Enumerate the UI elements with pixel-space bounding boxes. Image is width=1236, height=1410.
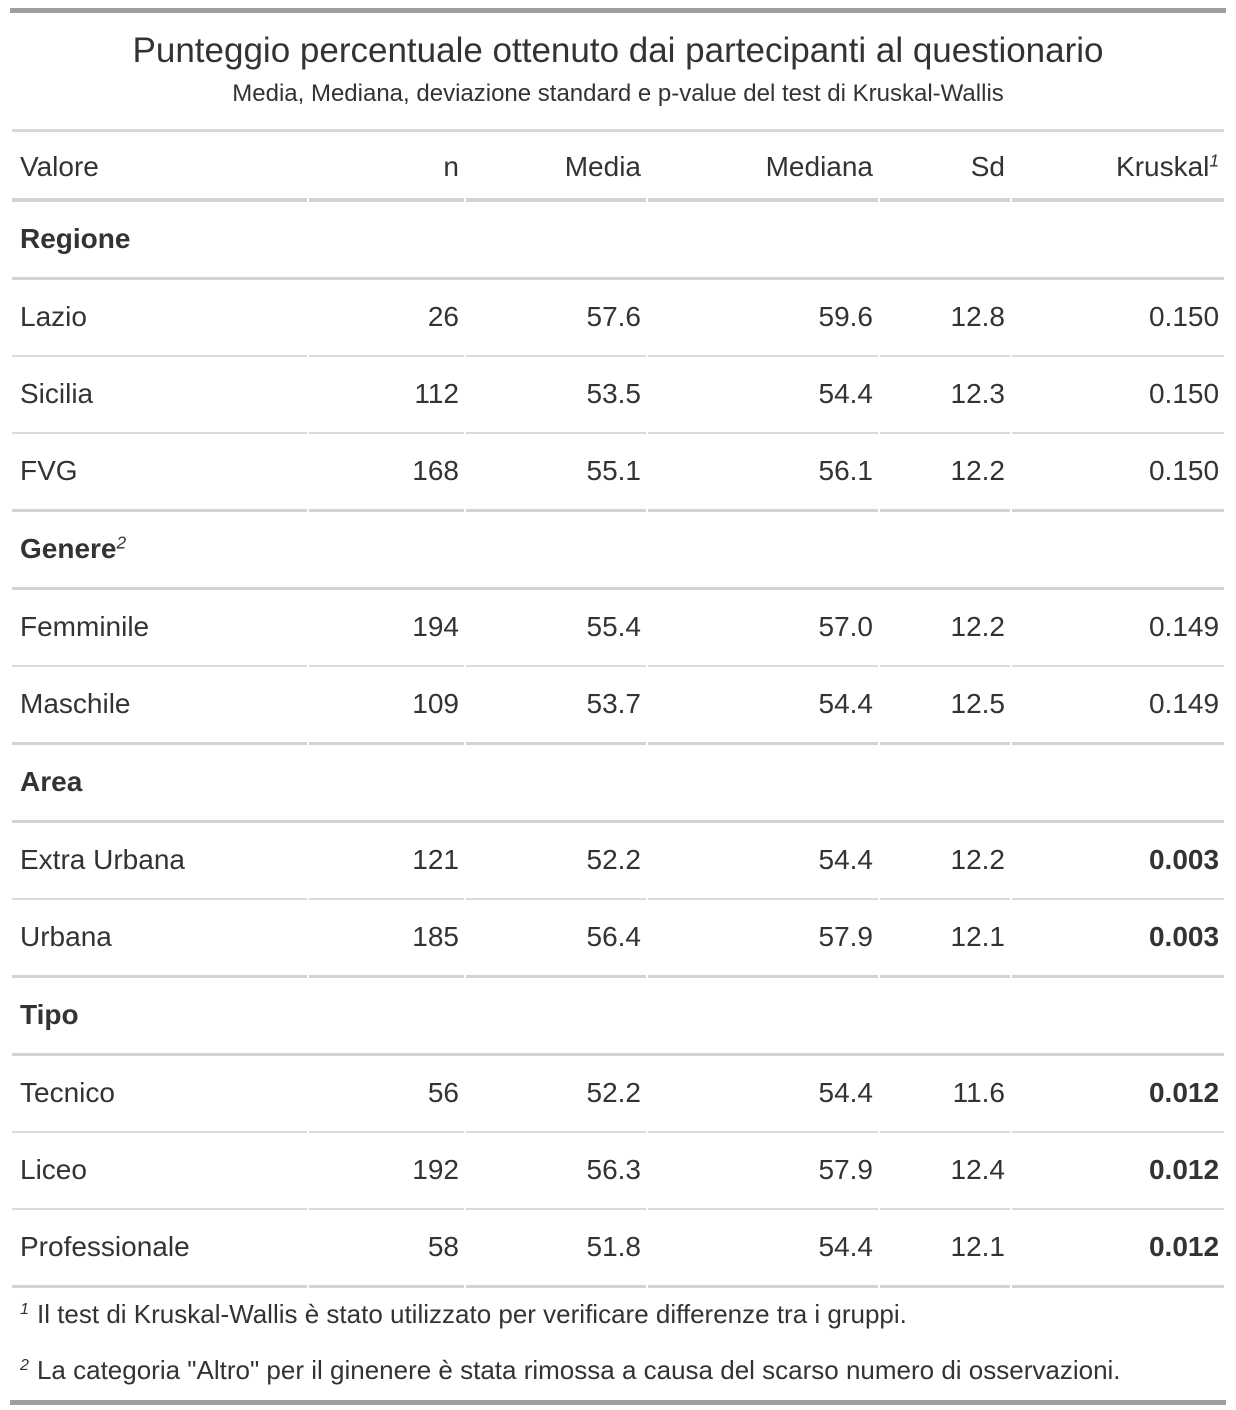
cell-sd: 12.8	[880, 280, 1010, 357]
cell-n: 194	[309, 590, 464, 667]
cell-valore: FVG	[12, 434, 307, 512]
cell-media: 53.5	[466, 357, 646, 434]
cell-valore: Femminile	[12, 590, 307, 667]
cell-media: 55.1	[466, 434, 646, 512]
table-row-maschile: Maschile 109 53.7 54.4 12.5 0.149	[12, 667, 1225, 745]
cell-media: 55.4	[466, 590, 646, 667]
table-row-liceo: Liceo 192 56.3 57.9 12.4 0.012	[12, 1133, 1225, 1210]
footnote-1-text: Il test di Kruskal-Wallis è stato utiliz…	[36, 1299, 907, 1329]
column-header-media: Media	[466, 132, 646, 202]
cell-sd: 12.2	[880, 434, 1010, 512]
cell-valore: Professionale	[12, 1210, 307, 1288]
group-label: Area	[20, 766, 83, 797]
column-header-sd: Sd	[880, 132, 1010, 202]
group-header-area: Area	[12, 745, 1225, 823]
cell-mediana: 59.6	[648, 280, 878, 357]
cell-valore: Extra Urbana	[12, 823, 307, 900]
footnote-1-mark: 1	[20, 1300, 29, 1319]
cell-n: 112	[309, 357, 464, 434]
cell-kruskal: 0.012	[1012, 1210, 1225, 1288]
cell-n: 185	[309, 900, 464, 978]
cell-kruskal: 0.150	[1012, 434, 1225, 512]
cell-valore: Lazio	[12, 280, 307, 357]
cell-kruskal: 0.149	[1012, 667, 1225, 745]
cell-mediana: 54.4	[648, 823, 878, 900]
cell-mediana: 57.0	[648, 590, 878, 667]
column-header-mediana: Mediana	[648, 132, 878, 202]
cell-sd: 12.4	[880, 1133, 1010, 1210]
table-row-tecnico: Tecnico 56 52.2 54.4 11.6 0.012	[12, 1056, 1225, 1133]
column-header-kruskal: Kruskal1	[1012, 132, 1225, 202]
cell-sd: 12.2	[880, 823, 1010, 900]
cell-n: 192	[309, 1133, 464, 1210]
cell-kruskal: 0.012	[1012, 1133, 1225, 1210]
cell-n: 121	[309, 823, 464, 900]
cell-media: 56.4	[466, 900, 646, 978]
cell-valore: Maschile	[12, 667, 307, 745]
table-row-fvg: FVG 168 55.1 56.1 12.2 0.150	[12, 434, 1225, 512]
cell-mediana: 54.4	[648, 1210, 878, 1288]
column-header-n: n	[309, 132, 464, 202]
cell-media: 57.6	[466, 280, 646, 357]
cell-mediana: 54.4	[648, 357, 878, 434]
cell-sd: 12.1	[880, 1210, 1010, 1288]
table-row-extra-urbana: Extra Urbana 121 52.2 54.4 12.2 0.003	[12, 823, 1225, 900]
cell-n: 58	[309, 1210, 464, 1288]
cell-valore: Tecnico	[12, 1056, 307, 1133]
cell-n: 56	[309, 1056, 464, 1133]
table-row-femminile: Femminile 194 55.4 57.0 12.2 0.149	[12, 590, 1225, 667]
table-row-sicilia: Sicilia 112 53.5 54.4 12.3 0.150	[12, 357, 1225, 434]
cell-mediana: 57.9	[648, 1133, 878, 1210]
cell-media: 52.2	[466, 1056, 646, 1133]
cell-kruskal: 0.012	[1012, 1056, 1225, 1133]
table-title-row: Punteggio percentuale ottenuto dai parte…	[12, 13, 1224, 79]
group-footnote-mark: 2	[116, 532, 127, 553]
table-subtitle-row: Media, Mediana, deviazione standard e p-…	[12, 79, 1225, 132]
table-row-urbana: Urbana 185 56.4 57.9 12.1 0.003	[12, 900, 1225, 978]
footnote-2-row: 2 La categoria "Altro" per il ginenere è …	[12, 1344, 1224, 1400]
cell-sd: 12.5	[880, 667, 1010, 745]
cell-mediana: 57.9	[648, 900, 878, 978]
table-title: Punteggio percentuale ottenuto dai parte…	[132, 31, 1104, 70]
cell-media: 56.3	[466, 1133, 646, 1210]
cell-valore: Liceo	[12, 1133, 307, 1210]
group-header-genere: Genere2	[12, 512, 1225, 590]
cell-valore: Sicilia	[12, 357, 307, 434]
cell-kruskal: 0.003	[1012, 823, 1225, 900]
column-header-row: Valore n Media Mediana Sd Kruskal1	[12, 132, 1225, 202]
cell-kruskal: 0.150	[1012, 357, 1225, 434]
summary-table: Punteggio percentuale ottenuto dai parte…	[10, 8, 1227, 1405]
table-subtitle: Media, Mediana, deviazione standard e p-…	[12, 79, 1225, 132]
cell-sd: 11.6	[880, 1056, 1010, 1133]
column-header-valore: Valore	[12, 132, 307, 202]
group-header-regione: Regione	[12, 202, 1225, 280]
group-label: Genere	[20, 533, 117, 564]
cell-media: 52.2	[466, 823, 646, 900]
cell-kruskal: 0.003	[1012, 900, 1225, 978]
group-label: Regione	[20, 223, 131, 254]
footnote-1-row: 1 Il test di Kruskal-Wallis è stato utili…	[12, 1288, 1224, 1344]
table-row-lazio: Lazio 26 57.6 59.6 12.8 0.150	[12, 280, 1225, 357]
cell-sd: 12.3	[880, 357, 1010, 434]
cell-mediana: 56.1	[648, 434, 878, 512]
group-label: Tipo	[20, 999, 79, 1030]
cell-sd: 12.1	[880, 900, 1010, 978]
footnote-2-mark: 2	[20, 1356, 29, 1375]
cell-valore: Urbana	[12, 900, 307, 978]
cell-n: 109	[309, 667, 464, 745]
table-row-professionale: Professionale 58 51.8 54.4 12.1 0.012	[12, 1210, 1225, 1288]
cell-n: 26	[309, 280, 464, 357]
cell-sd: 12.2	[880, 590, 1010, 667]
cell-media: 53.7	[466, 667, 646, 745]
cell-kruskal: 0.150	[1012, 280, 1225, 357]
cell-mediana: 54.4	[648, 667, 878, 745]
cell-n: 168	[309, 434, 464, 512]
cell-media: 51.8	[466, 1210, 646, 1288]
cell-mediana: 54.4	[648, 1056, 878, 1133]
kruskal-footnote-mark: 1	[1209, 150, 1220, 171]
group-header-tipo: Tipo	[12, 978, 1225, 1056]
footnote-2-text: La categoria "Altro" per il ginenere è s…	[36, 1355, 1121, 1385]
cell-kruskal: 0.149	[1012, 590, 1225, 667]
